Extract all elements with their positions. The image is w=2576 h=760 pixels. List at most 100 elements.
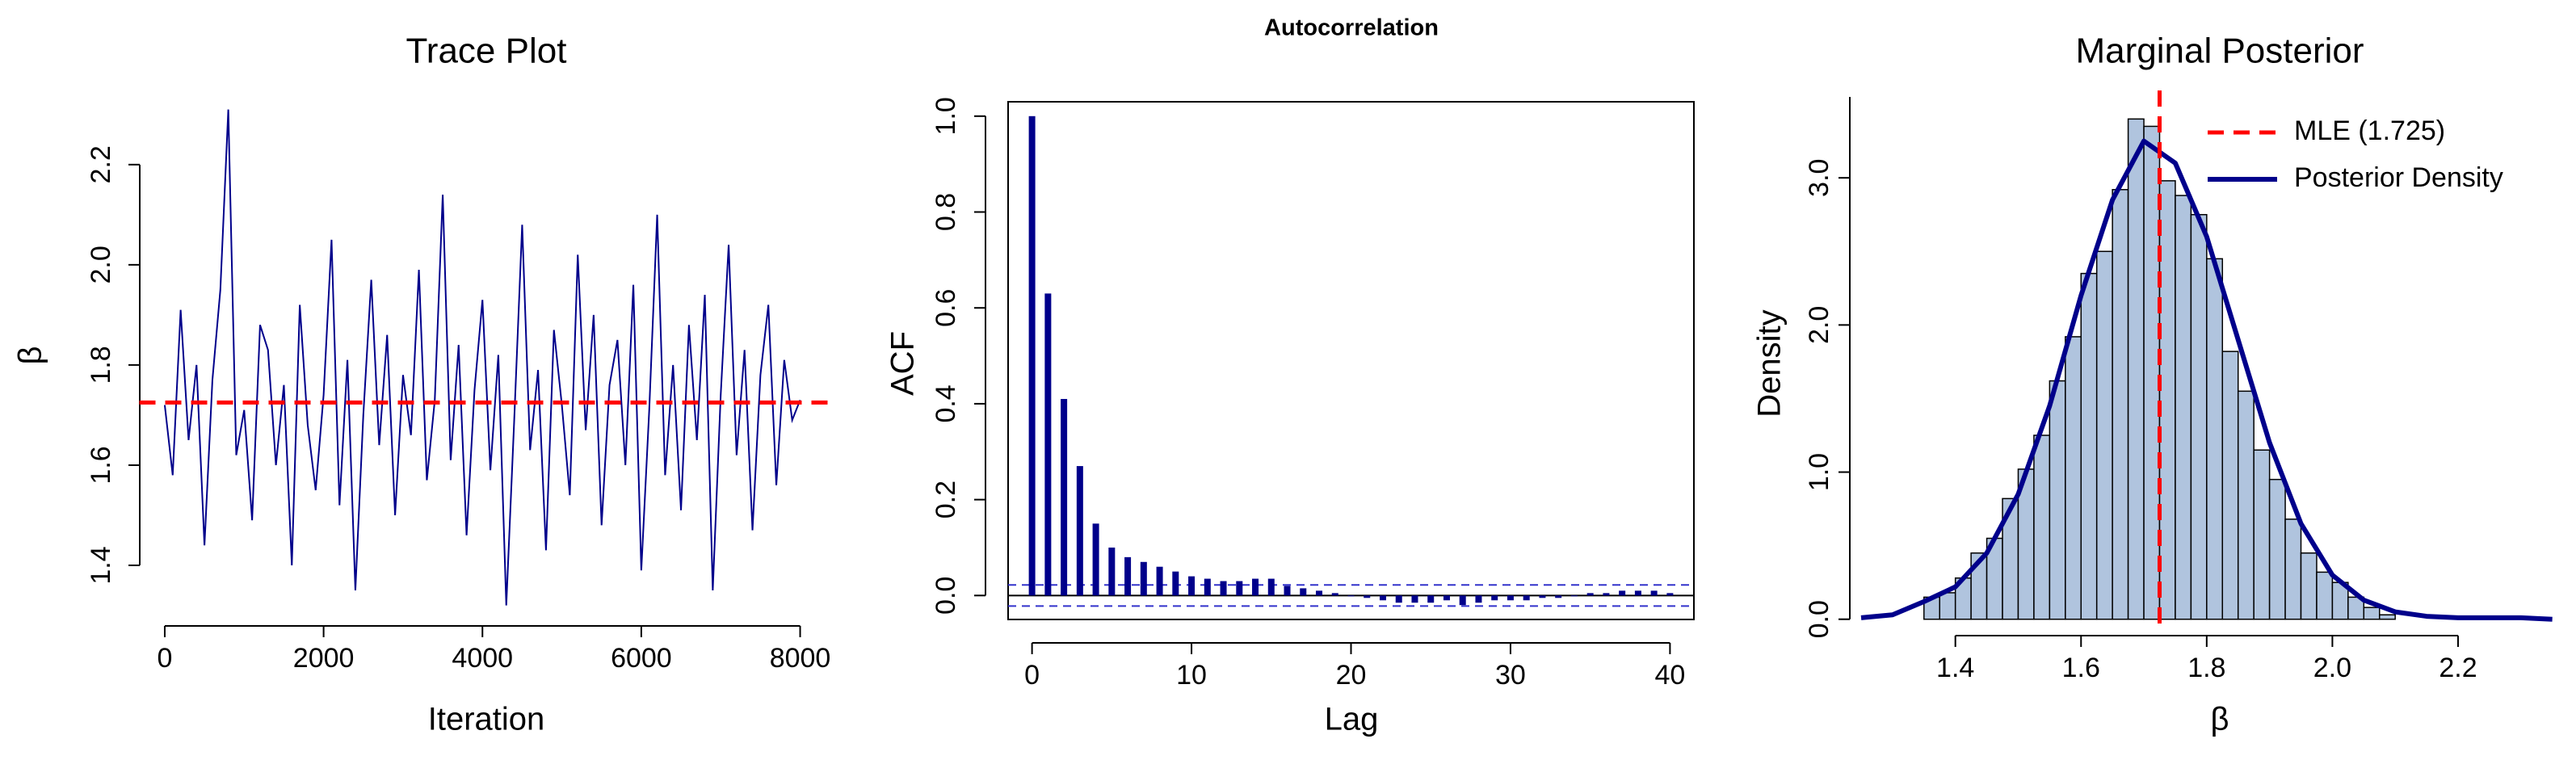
x-tick-label: 4000 bbox=[452, 643, 513, 674]
y-tick-label: 2.2 bbox=[86, 145, 116, 183]
acf-bar bbox=[1284, 586, 1291, 596]
acf-bar bbox=[1555, 595, 1562, 598]
acf-bar bbox=[1619, 590, 1626, 596]
x-tick-label: 6000 bbox=[611, 643, 672, 674]
acf-bar bbox=[1267, 578, 1275, 596]
x-tick-label: 1.8 bbox=[2187, 653, 2225, 683]
y-tick-label: 1.0 bbox=[1804, 453, 1834, 491]
y-tick-label: 1.8 bbox=[86, 346, 116, 384]
density-curve bbox=[1860, 138, 2553, 622]
histogram-bar bbox=[2300, 552, 2318, 620]
x-tick-label: 20 bbox=[1336, 660, 1367, 691]
acf-bar bbox=[1236, 581, 1243, 596]
acf-bar bbox=[1316, 590, 1323, 596]
acf-bar bbox=[1028, 115, 1036, 596]
histogram-bar bbox=[2158, 180, 2176, 620]
plot-frame bbox=[1007, 101, 1695, 620]
y-axis-label: β bbox=[13, 346, 48, 364]
y-tick-label: 1.4 bbox=[86, 546, 116, 584]
histogram-bar bbox=[2206, 258, 2224, 620]
x-tick-label: 2.0 bbox=[2313, 653, 2351, 683]
histogram-bar bbox=[2112, 189, 2129, 620]
acf-bar bbox=[1188, 576, 1196, 596]
y-tick-label: 2.0 bbox=[86, 246, 116, 283]
legend-label: MLE (1.725) bbox=[2294, 115, 2445, 146]
acf-bar bbox=[1300, 588, 1307, 596]
acf-bar bbox=[1061, 398, 1068, 596]
x-tick-label: 1.6 bbox=[2062, 653, 2100, 683]
acf-bar bbox=[1603, 593, 1610, 596]
y-tick-label: 0.0 bbox=[931, 577, 961, 615]
y-tick-label: 2.0 bbox=[1804, 306, 1834, 344]
histogram-bar bbox=[2316, 571, 2334, 620]
x-tick-label: 0 bbox=[1024, 660, 1040, 691]
acf-bar bbox=[1108, 547, 1116, 596]
x-tick-label: 2.2 bbox=[2439, 653, 2477, 683]
acf-bar bbox=[1347, 595, 1355, 597]
acf-bar bbox=[1252, 578, 1259, 596]
acf-bar bbox=[1507, 595, 1514, 601]
chart-title: Autocorrelation bbox=[1264, 15, 1439, 41]
acf-bar bbox=[1666, 593, 1674, 596]
histogram-bar bbox=[2253, 449, 2271, 620]
x-tick-label: 0 bbox=[158, 643, 173, 674]
acf-bar bbox=[1124, 556, 1132, 596]
acf-bar bbox=[1044, 293, 1052, 596]
x-axis-label: Lag bbox=[1325, 702, 1379, 737]
x-tick-label: 10 bbox=[1176, 660, 1207, 691]
histogram-bar bbox=[2221, 351, 2239, 620]
x-axis-label: β bbox=[2210, 702, 2229, 737]
histogram-bar bbox=[2143, 125, 2161, 620]
acf-bar bbox=[1364, 595, 1371, 598]
y-tick-label: 0.0 bbox=[1804, 600, 1834, 638]
histogram-bar bbox=[2363, 607, 2381, 620]
acf-bar bbox=[1634, 590, 1641, 596]
acf-bar bbox=[1140, 561, 1147, 596]
histogram-bar bbox=[2065, 336, 2082, 620]
histogram-bar bbox=[1939, 592, 1956, 620]
acf-bar bbox=[1539, 595, 1546, 598]
acf-bar bbox=[1331, 593, 1338, 596]
y-tick-label: 0.2 bbox=[931, 481, 961, 519]
trace-line bbox=[163, 109, 801, 606]
acf-bar bbox=[1523, 595, 1530, 601]
histogram-bar bbox=[2175, 195, 2192, 620]
acf-bar bbox=[1172, 571, 1179, 596]
acf-bar bbox=[1204, 578, 1211, 596]
histogram-bar bbox=[2095, 250, 2113, 620]
legend-label: Posterior Density bbox=[2294, 162, 2503, 193]
acf-bar bbox=[1076, 466, 1083, 596]
histogram-bar bbox=[2049, 380, 2066, 620]
acf-bar bbox=[1379, 595, 1386, 601]
x-tick-label: 30 bbox=[1495, 660, 1526, 691]
y-axis-label: ACF bbox=[885, 331, 921, 396]
y-tick-label: 0.8 bbox=[931, 193, 961, 231]
histogram-bar bbox=[2190, 213, 2208, 620]
acf-bar bbox=[1650, 590, 1658, 596]
acf-bar bbox=[1586, 593, 1594, 596]
acf-bar bbox=[1459, 595, 1466, 606]
histogram-bar bbox=[2127, 118, 2145, 620]
histogram-bar bbox=[2268, 478, 2286, 620]
acf-bar bbox=[1092, 523, 1099, 596]
y-tick-label: 0.6 bbox=[931, 289, 961, 327]
histogram-bar bbox=[2080, 272, 2098, 620]
histogram-bar bbox=[2378, 614, 2396, 620]
acf-bar bbox=[1491, 595, 1498, 601]
acf-bar bbox=[1443, 595, 1450, 601]
acf-bar bbox=[1475, 595, 1482, 603]
y-tick-label: 1.0 bbox=[931, 97, 961, 135]
acf-bar bbox=[1220, 581, 1227, 596]
histogram-bar bbox=[2237, 390, 2255, 620]
x-tick-label: 1.4 bbox=[1936, 653, 1974, 683]
x-tick-label: 8000 bbox=[770, 643, 831, 674]
acf-bar bbox=[1570, 595, 1578, 597]
y-tick-label: 0.4 bbox=[931, 384, 961, 422]
y-tick-label: 3.0 bbox=[1804, 159, 1834, 197]
histogram-bar bbox=[2284, 519, 2302, 620]
acf-bar bbox=[1395, 595, 1402, 603]
acf-bar bbox=[1411, 595, 1418, 603]
acf-bar bbox=[1427, 595, 1435, 603]
